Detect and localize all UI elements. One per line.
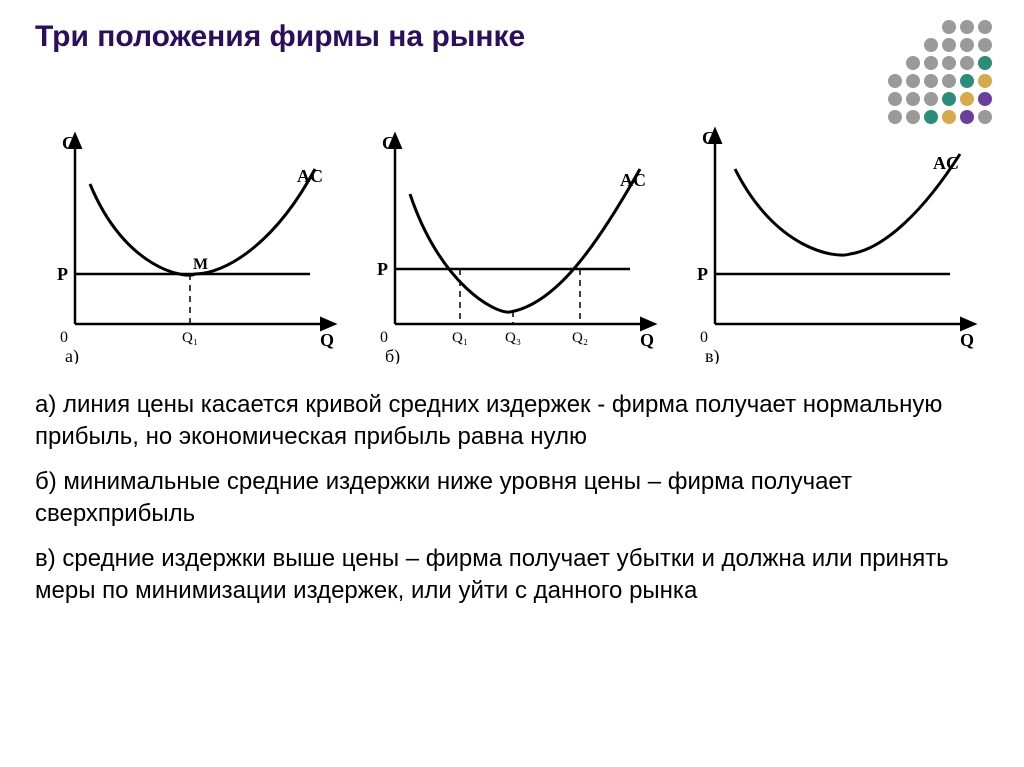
chart-b: C Q 0 P AC Q₁ Q₃ Q₂ б) — [355, 74, 665, 369]
svg-text:в): в) — [705, 346, 720, 364]
description-text: а) линия цены касается кривой средних из… — [35, 389, 989, 607]
svg-text:Q₂: Q₂ — [572, 330, 588, 346]
svg-text:Q₁: Q₁ — [182, 330, 198, 346]
svg-text:б): б) — [385, 346, 400, 364]
svg-text:P: P — [697, 264, 708, 284]
svg-text:Q₃: Q₃ — [505, 330, 521, 346]
svg-text:Q: Q — [320, 330, 334, 350]
page-title: Три положения фирмы на рынке — [35, 20, 989, 54]
svg-text:0: 0 — [380, 329, 388, 346]
svg-text:AC: AC — [933, 153, 959, 173]
svg-text:Q: Q — [640, 330, 654, 350]
svg-text:AC: AC — [297, 166, 323, 186]
paragraph-a: а) линия цены касается кривой средних из… — [35, 389, 989, 454]
chart-a: C Q 0 P AC M Q₁ а) — [35, 74, 345, 369]
svg-text:Q₁: Q₁ — [452, 330, 468, 346]
charts-row: C Q 0 P AC M Q₁ а) C Q 0 P AC Q₁ Q₃ Q₂ б) C Q 0 P AC в) — [35, 74, 989, 369]
paragraph-c: в) средние издержки выше цены – фирма по… — [35, 543, 989, 608]
chart-c: C Q 0 P AC в) — [675, 74, 985, 369]
svg-text:0: 0 — [60, 329, 68, 346]
svg-text:C: C — [382, 133, 395, 153]
svg-text:P: P — [57, 264, 68, 284]
svg-text:M: M — [193, 256, 208, 273]
svg-text:AC: AC — [620, 170, 646, 190]
svg-text:P: P — [377, 259, 388, 279]
svg-text:0: 0 — [700, 329, 708, 346]
svg-text:Q: Q — [960, 330, 974, 350]
svg-text:а): а) — [65, 346, 79, 364]
svg-text:C: C — [702, 128, 715, 148]
paragraph-b: б) минимальные средние издержки ниже уро… — [35, 466, 989, 531]
svg-text:C: C — [62, 133, 75, 153]
